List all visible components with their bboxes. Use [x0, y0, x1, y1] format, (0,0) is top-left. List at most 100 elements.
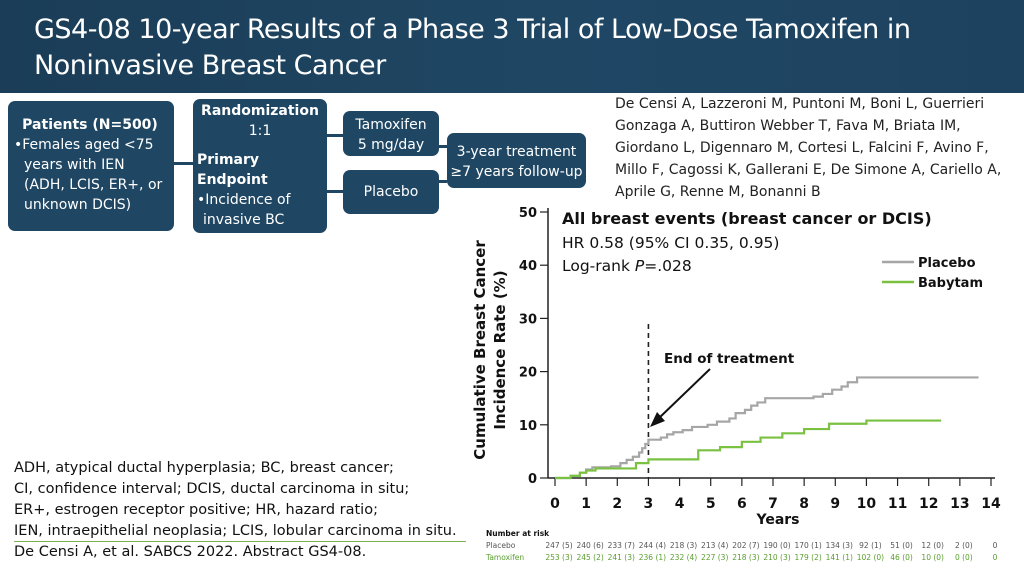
author-line: Giordano L, Digennaro M, Cortesi L, Falc… — [615, 140, 989, 156]
patients-box: Patients (N=500) •Females aged <75 years… — [8, 101, 174, 231]
x-axis-label: Years — [755, 512, 799, 528]
connector-line — [327, 190, 343, 193]
x-tick-label: 8 — [799, 496, 809, 512]
risk-cell: 233 (7) — [608, 541, 635, 550]
connector-line — [439, 145, 447, 148]
y-axis-label: Incidence Rate (%) — [491, 270, 509, 429]
risk-cell: 0 — [993, 541, 998, 550]
treatment-line: 3-year treatment — [456, 144, 577, 160]
patients-line: unknown DCIS) — [24, 197, 132, 213]
endpoint-line: invasive BC — [203, 212, 285, 228]
x-tick-label: 13 — [950, 496, 969, 512]
risk-cell: 218 (3) — [732, 553, 759, 562]
endpoint-line: or DCIS — [203, 232, 256, 248]
author-line: Gonzaga A, Buttiron Webber T, Fava M, Br… — [615, 118, 961, 134]
placebo-label: Placebo — [363, 184, 419, 200]
logrank-part: =.028 — [644, 257, 692, 275]
author-list: De Censi A, Lazzeroni M, Puntoni M, Boni… — [615, 93, 1015, 203]
patients-heading: Patients (N=500) — [22, 117, 158, 133]
connector-line — [174, 162, 193, 165]
randomization-ratio: 1:1 — [248, 123, 272, 139]
end-of-treatment-label: End of treatment — [664, 351, 795, 367]
risk-cell: 10 (0) — [921, 553, 944, 562]
title-banner: GS4-08 10-year Results of a Phase 3 Tria… — [0, 0, 1024, 93]
babytam-curve — [555, 419, 942, 480]
connector-line — [439, 180, 447, 183]
x-tick-label: 1 — [581, 496, 591, 512]
risk-cell: 236 (1) — [639, 553, 666, 562]
risk-cell: 213 (4) — [701, 541, 728, 550]
author-line: De Censi A, Lazzeroni M, Puntoni M, Boni… — [615, 96, 985, 112]
placebo-arm-box: Placebo — [343, 170, 439, 214]
y-tick-label: 40 — [519, 259, 537, 274]
x-tick-label: 10 — [857, 496, 877, 512]
author-line: Millo F, Cagossi K, Gallerani E, De Simo… — [615, 162, 1002, 178]
logrank-text: Log-rank P=.028 — [562, 257, 692, 275]
risk-cell: 247 (5) — [545, 541, 572, 550]
randomization-box: Randomization 1:1 Primary Endpoint •Inci… — [193, 99, 327, 248]
risk-cell: 244 (4) — [639, 541, 666, 550]
treatment-box: 3-year treatment ≥7 years follow-up — [447, 133, 586, 188]
x-tick-label: 4 — [675, 496, 685, 512]
logrank-part: Log-rank — [562, 257, 635, 275]
risk-cell: 0 (0) — [955, 553, 973, 562]
risk-row-label: Tamoxifen — [485, 553, 524, 562]
x-tick-label: 12 — [919, 496, 938, 512]
risk-cell: 102 (0) — [857, 553, 884, 562]
followup-line: ≥7 years follow-up — [450, 164, 583, 180]
author-line: Aprile G, Renne M, Bonanni B — [615, 184, 821, 200]
risk-cell: 240 (6) — [576, 541, 603, 550]
y-axis-label: Cumulative Breast Cancer — [471, 240, 489, 460]
y-tick-label: 30 — [519, 312, 537, 327]
randomization-heading: Randomization — [201, 103, 319, 119]
tamoxifen-arm-box: Tamoxifen 5 mg/day — [343, 111, 439, 156]
risk-cell: 190 (0) — [763, 541, 790, 550]
x-tick-label: 11 — [888, 496, 907, 512]
y-tick-label: 10 — [519, 419, 537, 434]
tamoxifen-label: Tamoxifen — [355, 117, 427, 133]
tamoxifen-dose: 5 mg/day — [357, 137, 425, 153]
y-tick-label: 20 — [519, 366, 537, 381]
risk-cell: 253 (3) — [545, 553, 572, 562]
x-tick-label: 9 — [830, 496, 840, 512]
legend-label: Babytam — [918, 276, 983, 291]
connector-line — [327, 134, 343, 137]
patients-line: years with IEN — [24, 157, 125, 173]
placebo-curve — [555, 376, 979, 480]
risk-cell: 51 (0) — [890, 541, 913, 550]
annotation-arrow-shaft — [657, 368, 711, 420]
risk-cell: 170 (1) — [794, 541, 821, 550]
annotation-arrow-head — [650, 412, 665, 427]
risk-table-title: Number at risk — [486, 529, 550, 538]
risk-cell: 2 (0) — [955, 541, 973, 550]
abbreviation-line: ADH, atypical ductal hyperplasia; BC, br… — [14, 460, 394, 476]
chart-title: All breast events (breast cancer or DCIS… — [562, 209, 932, 228]
risk-cell: 227 (3) — [701, 553, 728, 562]
risk-cell: 12 (0) — [921, 541, 944, 550]
y-tick-label: 50 — [519, 206, 537, 221]
abbreviation-line: CI, confidence interval; DCIS, ductal ca… — [14, 481, 410, 497]
risk-cell: 202 (7) — [732, 541, 759, 550]
risk-cell: 92 (1) — [859, 541, 882, 550]
x-tick-label: 3 — [644, 496, 654, 512]
patients-bullet: •Females aged <75 — [14, 137, 154, 153]
x-tick-label: 6 — [737, 496, 747, 512]
logrank-part: P — [635, 257, 645, 275]
risk-cell: 46 (0) — [890, 553, 913, 562]
abbreviation-line: IEN, intraepithelial neoplasia; LCIS, lo… — [14, 523, 457, 539]
slide-title: GS4-08 10-year Results of a Phase 3 Tria… — [34, 14, 911, 81]
y-tick-label: 0 — [528, 472, 537, 487]
hazard-ratio-text: HR 0.58 (95% CI 0.35, 0.95) — [562, 234, 779, 252]
patients-line: (ADH, LCIS, ER+, or — [24, 177, 163, 193]
x-tick-label: 5 — [706, 496, 716, 512]
endpoint-bullet: •Incidence of — [197, 192, 291, 208]
citation: De Censi A, et al. SABCS 2022. Abstract … — [14, 544, 367, 560]
risk-cell: 0 — [993, 553, 998, 562]
legend-label: Placebo — [918, 256, 976, 271]
risk-cell: 134 (3) — [826, 541, 853, 550]
risk-cell: 141 (1) — [826, 553, 853, 562]
x-tick-label: 14 — [981, 496, 1001, 512]
x-tick-label: 2 — [612, 496, 622, 512]
abbreviations-footnote: ADH, atypical ductal hyperplasia; BC, br… — [14, 458, 484, 560]
